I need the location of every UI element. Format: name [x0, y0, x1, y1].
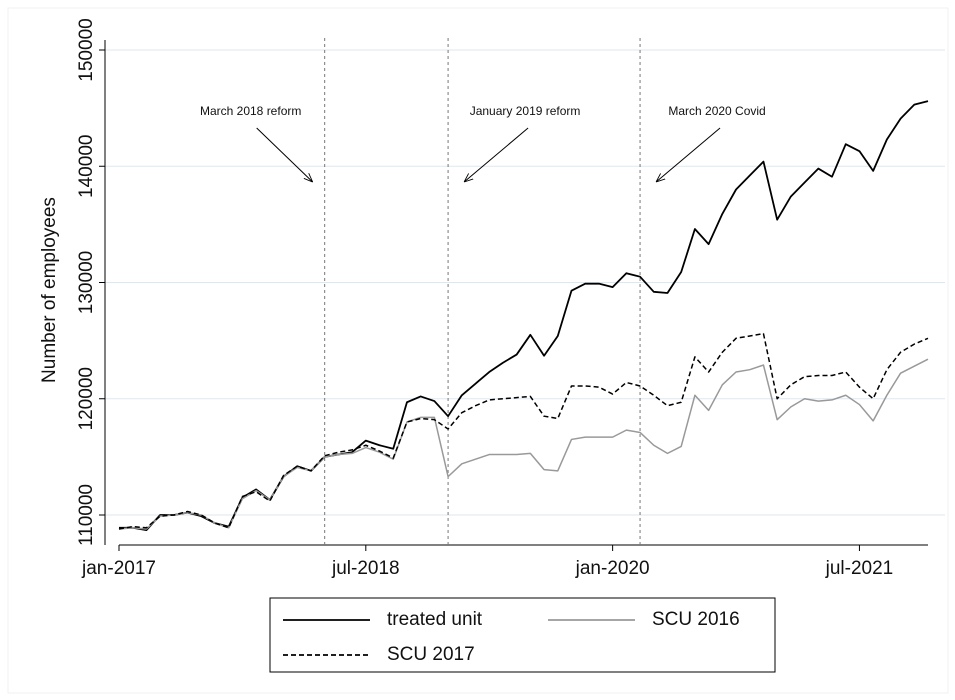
y-axis-title: Number of employees: [39, 197, 60, 383]
series-line: [119, 100, 929, 532]
y-tick-label: 110000: [76, 484, 97, 546]
series-line: [118, 332, 929, 530]
annotation-arrow: [256, 127, 313, 182]
legend-label: SCU 2016: [652, 609, 740, 630]
y-tick-label: 120000: [76, 367, 97, 430]
x-tick-label: jul-2021: [825, 558, 894, 579]
y-tick-label: 140000: [76, 135, 97, 198]
annotation-label: March 2020 Covid: [668, 104, 765, 118]
background: [7, 7, 949, 694]
legend-frame: [269, 597, 776, 673]
y-tick-label: 150000: [76, 18, 97, 81]
annotation-label: March 2018 reform: [200, 104, 301, 118]
annotation-arrow: [656, 127, 721, 182]
x-tick-label: jan-2017: [81, 558, 156, 579]
annotation-label: January 2019 reform: [470, 104, 581, 118]
legend-label: SCU 2017: [387, 644, 475, 665]
legend-label: treated unit: [387, 609, 483, 630]
x-tick-label: jul-2018: [331, 558, 400, 579]
x-tick-label: jan-2020: [575, 558, 650, 579]
annotation-arrow: [464, 127, 529, 182]
y-tick-label: 130000: [76, 251, 97, 314]
